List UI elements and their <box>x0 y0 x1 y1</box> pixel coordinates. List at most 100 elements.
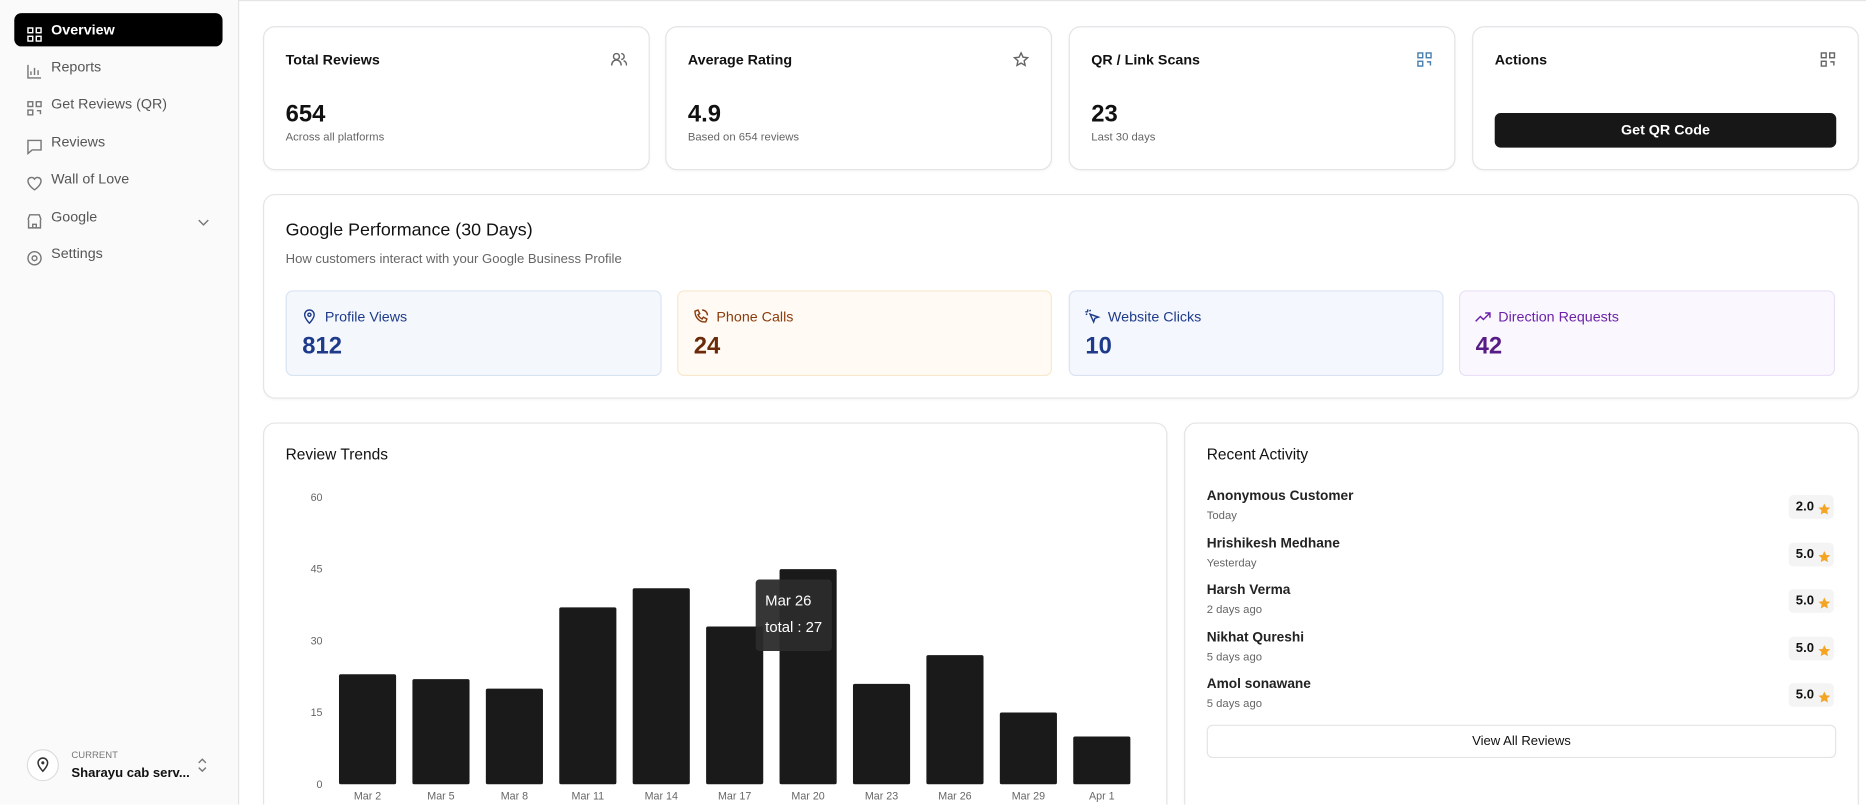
metric-tile: Profile Views 812 <box>285 290 662 377</box>
stat-note: Last 30 days <box>1091 130 1156 144</box>
bar <box>852 683 911 785</box>
current-label: CURRENT <box>71 749 118 761</box>
icon-glyph <box>1818 550 1831 562</box>
icon <box>1474 308 1491 331</box>
icon-glyph <box>1475 312 1491 322</box>
rating-badge: 5.0 <box>1788 683 1834 707</box>
metric-label: Direction Requests <box>1498 308 1619 325</box>
nav-item[interactable]: Get Reviews (QR) <box>14 87 222 120</box>
icon <box>26 245 43 278</box>
review-time: Today <box>1206 509 1237 523</box>
nav-item[interactable]: Wall of Love <box>14 162 222 195</box>
metric-tile: Direction Requests 42 <box>1459 290 1836 377</box>
stat-card: Actions Get QR Code <box>1472 26 1859 171</box>
performance-title: Google Performance (30 Days) <box>285 220 533 241</box>
nav-item[interactable]: Settings <box>14 237 222 270</box>
stat-card: Total Reviews 654 Across all platforms <box>263 26 650 171</box>
reviewer-name: Nikhat Qureshi <box>1206 630 1305 645</box>
nav-item[interactable]: Google <box>14 200 222 233</box>
bar <box>1073 736 1131 785</box>
bar <box>412 679 470 785</box>
rating-value: 5.0 <box>1795 546 1814 562</box>
metric-label: Profile Views <box>324 308 408 325</box>
icon-glyph <box>1820 52 1836 67</box>
icon <box>1818 688 1831 712</box>
metric-label: Website Clicks <box>1107 308 1202 325</box>
bar <box>999 712 1057 785</box>
metric-tile: Website Clicks 10 <box>1068 290 1444 377</box>
x-tick-label: Apr 1 <box>1089 791 1115 803</box>
rating-value: 5.0 <box>1795 687 1814 703</box>
icon <box>610 51 628 74</box>
metric-label: Phone Calls <box>716 308 794 325</box>
rating-value: 2.0 <box>1795 499 1814 515</box>
review-time: 5 days ago <box>1206 650 1263 664</box>
review-time: Yesterday <box>1206 556 1257 570</box>
metric-tile: Phone Calls 24 <box>677 290 1053 377</box>
activity-card: Recent Activity View All Reviews Anonymo… <box>1184 422 1859 805</box>
stat-title: Actions <box>1494 51 1548 68</box>
y-tick-label: 45 <box>311 564 323 576</box>
reviewer-name: Amol sonawane <box>1206 677 1311 692</box>
nav-item[interactable]: Overview <box>14 13 223 47</box>
icon-glyph <box>1818 644 1831 656</box>
x-tick-label: Mar 29 <box>1012 791 1045 803</box>
x-tick-label: Mar 14 <box>645 791 678 803</box>
icon-glyph <box>1085 309 1101 324</box>
x-tick-label: Mar 20 <box>791 791 824 803</box>
bar <box>926 655 984 785</box>
tooltip <box>755 579 832 651</box>
icon-glyph <box>27 27 42 42</box>
get-qr-button[interactable]: Get QR Code <box>1494 113 1837 148</box>
icon <box>1818 641 1831 665</box>
y-tick-label: 0 <box>317 779 323 791</box>
bar <box>559 607 617 785</box>
icon <box>1416 51 1433 74</box>
icon-glyph <box>1818 691 1831 703</box>
stat-note: Based on 654 reviews <box>687 130 800 144</box>
y-tick-label: 30 <box>311 635 323 647</box>
metric-value: 42 <box>1475 333 1503 360</box>
icon <box>26 208 43 241</box>
rating-badge: 5.0 <box>1788 589 1834 613</box>
icon-glyph <box>1417 52 1432 67</box>
icon <box>1084 308 1101 331</box>
reviewer-name: Harsh Verma <box>1206 583 1291 598</box>
icon <box>1012 51 1030 74</box>
icon <box>26 58 43 91</box>
location-icon <box>26 749 59 782</box>
icon-glyph <box>27 176 42 191</box>
current-location[interactable]: CURRENT Sharayu cab serv... <box>14 738 222 793</box>
chevrons <box>198 758 207 773</box>
x-tick-label: Mar 23 <box>865 791 898 803</box>
icon-glyph <box>1012 51 1030 67</box>
review-time: 5 days ago <box>1206 697 1263 711</box>
stat-title: QR / Link Scans <box>1091 51 1200 68</box>
icon-glyph <box>27 64 42 79</box>
activity-title: Recent Activity <box>1206 445 1309 463</box>
chart-title: Review Trends <box>285 445 388 463</box>
icon-glyph <box>1818 597 1831 609</box>
x-tick-label: Mar 26 <box>938 791 971 803</box>
x-tick-label: Mar 11 <box>572 791 605 803</box>
y-tick-label: 60 <box>311 492 323 504</box>
stat-card: Average Rating 4.9 Based on 654 reviews <box>665 26 1053 171</box>
rating-value: 5.0 <box>1795 640 1814 656</box>
current-value: Sharayu cab serv... <box>71 766 190 781</box>
icon <box>195 209 212 242</box>
nav-item[interactable]: Reviews <box>14 125 222 158</box>
metric-value: 24 <box>693 333 721 360</box>
performance-subtitle: How customers interact with your Google … <box>285 252 622 267</box>
view-all-button[interactable]: View All Reviews <box>1206 724 1837 759</box>
nav-item[interactable]: Reports <box>14 50 222 83</box>
icon-glyph <box>694 309 709 323</box>
metric-value: 10 <box>1085 333 1112 360</box>
stat-value: 654 <box>285 101 326 128</box>
metric-value: 812 <box>302 333 342 360</box>
reviewer-name: Hrishikesh Medhane <box>1206 536 1340 551</box>
tooltip-text: total : 27 <box>765 620 822 636</box>
icon-glyph <box>303 309 315 325</box>
stat-value: 4.9 <box>687 101 721 128</box>
x-tick-label: Mar 2 <box>354 791 381 803</box>
